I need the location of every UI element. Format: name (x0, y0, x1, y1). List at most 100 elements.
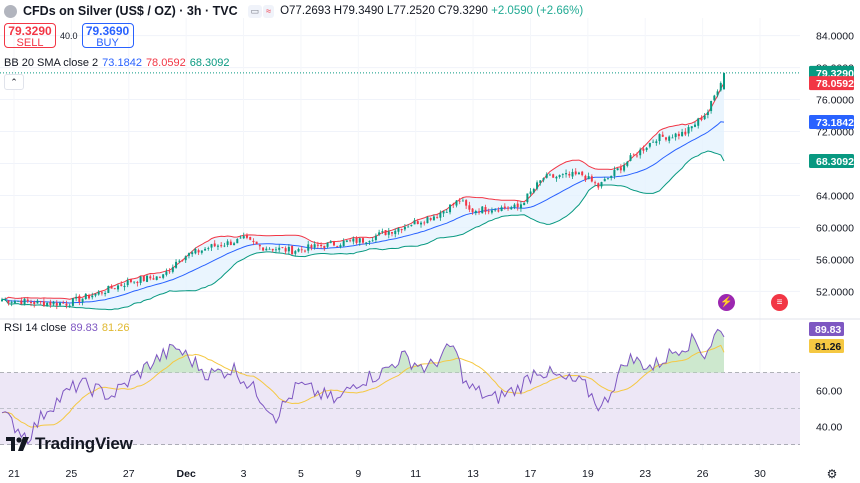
candle-body (352, 238, 355, 242)
candle-body (661, 134, 664, 137)
candle-body (110, 285, 113, 289)
bb-upper-line (1, 82, 725, 300)
candle-body (36, 300, 39, 304)
candle-body (532, 188, 535, 193)
candle-body (88, 294, 91, 299)
candle-body (94, 293, 97, 296)
candle-body (300, 249, 303, 251)
candle-body (684, 131, 687, 135)
candle-body (181, 259, 184, 261)
candle-body (291, 246, 294, 255)
candle-body (455, 200, 458, 206)
rsi-tick-label: 40.00 (816, 422, 842, 434)
candle-body (42, 301, 45, 306)
candle-body (13, 301, 16, 304)
sell-button[interactable]: 79.3290 SELL (4, 23, 56, 49)
candle-body (310, 245, 313, 248)
candle-body (368, 241, 371, 243)
time-tick-label: 13 (467, 468, 479, 480)
buy-button[interactable]: 79.3690 BUY (81, 23, 134, 49)
candle-body (303, 250, 306, 252)
candle-body (142, 276, 145, 281)
candle-body (397, 228, 400, 232)
rsi-ma-line (1, 344, 725, 428)
candle-body (355, 237, 358, 243)
candle-body (68, 305, 71, 307)
market-status[interactable]: ▭ ≈ (247, 4, 275, 18)
candle-body (17, 300, 20, 302)
buy-price: 79.3690 (85, 24, 130, 38)
bb-legend-lower: 68.3092 (189, 57, 230, 69)
candle-body (542, 178, 545, 181)
candle-body (420, 222, 423, 225)
symbol-title[interactable]: CFDs on Silver (US$ / OZ) · 3h · TVC (23, 4, 238, 18)
candle-body (26, 299, 29, 302)
candle-body (577, 172, 580, 175)
candle-body (271, 248, 274, 251)
trade-panel: 79.3290 SELL 40.0 79.3690 BUY (4, 23, 134, 49)
price-axis[interactable]: 84.000080.000076.000072.000068.000064.00… (809, 31, 854, 434)
candle-body (468, 205, 471, 210)
candle-body (613, 169, 616, 176)
candle-body (194, 248, 197, 254)
candle-body (258, 244, 261, 247)
candle-body (536, 182, 539, 189)
gear-icon[interactable]: ⚙ (827, 467, 838, 481)
candle-body (558, 175, 561, 177)
candle-body (658, 134, 661, 142)
candle-body (268, 248, 271, 250)
candle-body (75, 296, 78, 299)
candle-body (46, 302, 49, 307)
candle-body (155, 276, 158, 280)
rsi-legend-value: 89.83 (70, 322, 98, 334)
candle-body (71, 298, 74, 306)
lightning-icon[interactable]: ⚡ (718, 294, 735, 311)
candle-body (129, 279, 132, 283)
rsi-legend-ma: 81.26 (101, 322, 130, 334)
candle-body (97, 291, 100, 295)
candle-body (233, 243, 236, 246)
candle-body (365, 242, 368, 244)
candle-body (226, 241, 229, 245)
candle-body (610, 175, 613, 178)
price-tick-label: 56.0000 (816, 254, 854, 266)
candle-body (1, 299, 3, 302)
candle-body (681, 131, 684, 137)
candle-body (345, 240, 348, 242)
candle-body (332, 241, 335, 246)
time-tick-label: 25 (66, 468, 78, 480)
candle-body (59, 302, 62, 306)
candle-body (426, 217, 429, 224)
candle-body (623, 165, 626, 171)
candle-body (371, 240, 374, 242)
tradingview-wordmark: TradingView (35, 434, 133, 453)
time-tick-label: 21 (8, 468, 20, 480)
collapse-legend-button[interactable]: ⌃ (4, 74, 24, 90)
candle-body (629, 155, 632, 161)
candle-body (149, 276, 152, 279)
rsi-tag (809, 322, 844, 336)
rsi-overbought-fill (2, 329, 724, 373)
price-tick-label: 64.0000 (816, 190, 854, 202)
time-tick-label: 17 (525, 468, 537, 480)
candle-body (242, 236, 245, 239)
candle-body (648, 142, 651, 147)
time-axis[interactable]: 21 25 27 Dec 3 5 9 11 13 17 19 23 26 30 ⚙ (8, 467, 837, 481)
rsi-legend[interactable]: RSI 14 close 89.83 81.26 (4, 322, 129, 334)
candle-body (548, 174, 551, 176)
candle-body (229, 241, 232, 245)
candle-body (39, 301, 42, 303)
bb-legend[interactable]: BB 20 SMA close 2 73.1842 78.0592 68.309… (4, 57, 229, 69)
candle-body (674, 133, 677, 138)
candle-body (465, 200, 468, 206)
price-tag-upper (809, 76, 854, 91)
open-value: O77.2693 (280, 5, 331, 17)
candle-body (565, 173, 568, 175)
candle-body (184, 256, 187, 261)
candle-body (655, 141, 658, 144)
candle-body (423, 222, 426, 224)
candle-body (20, 300, 23, 305)
candle-body (555, 176, 558, 179)
us-flag-icon[interactable]: ≡ (771, 294, 788, 311)
buy-label: BUY (96, 37, 119, 49)
